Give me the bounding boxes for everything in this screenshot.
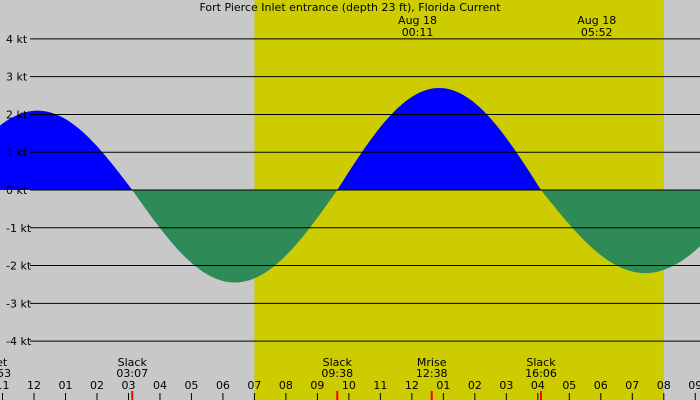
event-time: 2:53 [0, 367, 11, 380]
top-date-label: Aug 18 [398, 14, 437, 27]
x-tick-label: 03 [121, 379, 135, 392]
x-tick-label: 07 [625, 379, 639, 392]
y-tick-label: 0 kt [6, 184, 28, 197]
y-tick-label: -4 kt [6, 335, 32, 348]
y-tick-labels: 4 kt 3 kt 2 kt 1 kt 0 kt -1 kt -2 kt -3 kt -4 kt [6, 33, 32, 348]
x-tick-label: 04 [153, 379, 167, 392]
current-flood-area-2 [337, 88, 541, 190]
x-tick-label: 06 [594, 379, 608, 392]
x-tick-label: 05 [562, 379, 576, 392]
x-tick-label: 03 [499, 379, 513, 392]
x-tick-label: 12 [405, 379, 419, 392]
y-tick-label: -1 kt [6, 222, 32, 235]
y-tick-label: 1 kt [6, 146, 28, 159]
y-tick-label: 4 kt [6, 33, 28, 46]
event-name: Mrise [417, 356, 447, 369]
x-tick-label: 02 [468, 379, 482, 392]
x-tick-label: 01 [436, 379, 450, 392]
x-tick-label: 01 [58, 379, 72, 392]
x-tick-label: 08 [279, 379, 293, 392]
x-tick-labels: 11 12 01 02 03 04 05 06 07 08 09 10 11 12 01 02 03 04 05 06… [0, 379, 700, 400]
event-name: Slack [526, 356, 556, 369]
current-ebb-area-3 [540, 190, 700, 274]
event-time: 09:38 [321, 367, 353, 380]
event-time: 03:07 [116, 367, 148, 380]
y-tick-label: -3 kt [6, 297, 32, 310]
x-tick-label: 09 [310, 379, 324, 392]
x-tick-label: 10 [342, 379, 356, 392]
top-date-label: Aug 18 [577, 14, 616, 27]
gridlines [30, 38, 700, 342]
top-time-label: 05:52 [581, 26, 613, 39]
x-tick-label: 11 [0, 379, 10, 392]
current-flood-area-0 [0, 110, 133, 190]
x-tick-label: 12 [27, 379, 41, 392]
event-name: Slack [323, 356, 353, 369]
chart-title: Fort Pierce Inlet entrance (depth 23 ft)… [199, 1, 501, 14]
y-tick-label: -2 kt [6, 260, 32, 273]
bottom-events: set2:53Slack03:07Slack09:38Mrise12:38Sla… [0, 356, 557, 400]
x-tick-label: 09 [688, 379, 700, 392]
x-tick-label: 05 [184, 379, 198, 392]
current-ebb-area-1 [132, 190, 338, 283]
event-name: set [0, 356, 8, 369]
x-tick-label: 04 [531, 379, 545, 392]
x-tick-label: 07 [247, 379, 261, 392]
y-tick-label: 2 kt [6, 108, 28, 121]
top-time-label: 00:11 [402, 26, 434, 39]
event-time: 12:38 [416, 367, 448, 380]
x-tick-label: 11 [373, 379, 387, 392]
y-tick-label: 3 kt [6, 71, 28, 84]
event-time: 16:06 [525, 367, 557, 380]
event-name: Slack [118, 356, 148, 369]
x-tick-label: 02 [90, 379, 104, 392]
x-tick-label: 06 [216, 379, 230, 392]
current-areas [0, 88, 700, 283]
x-tick-label: 08 [657, 379, 671, 392]
